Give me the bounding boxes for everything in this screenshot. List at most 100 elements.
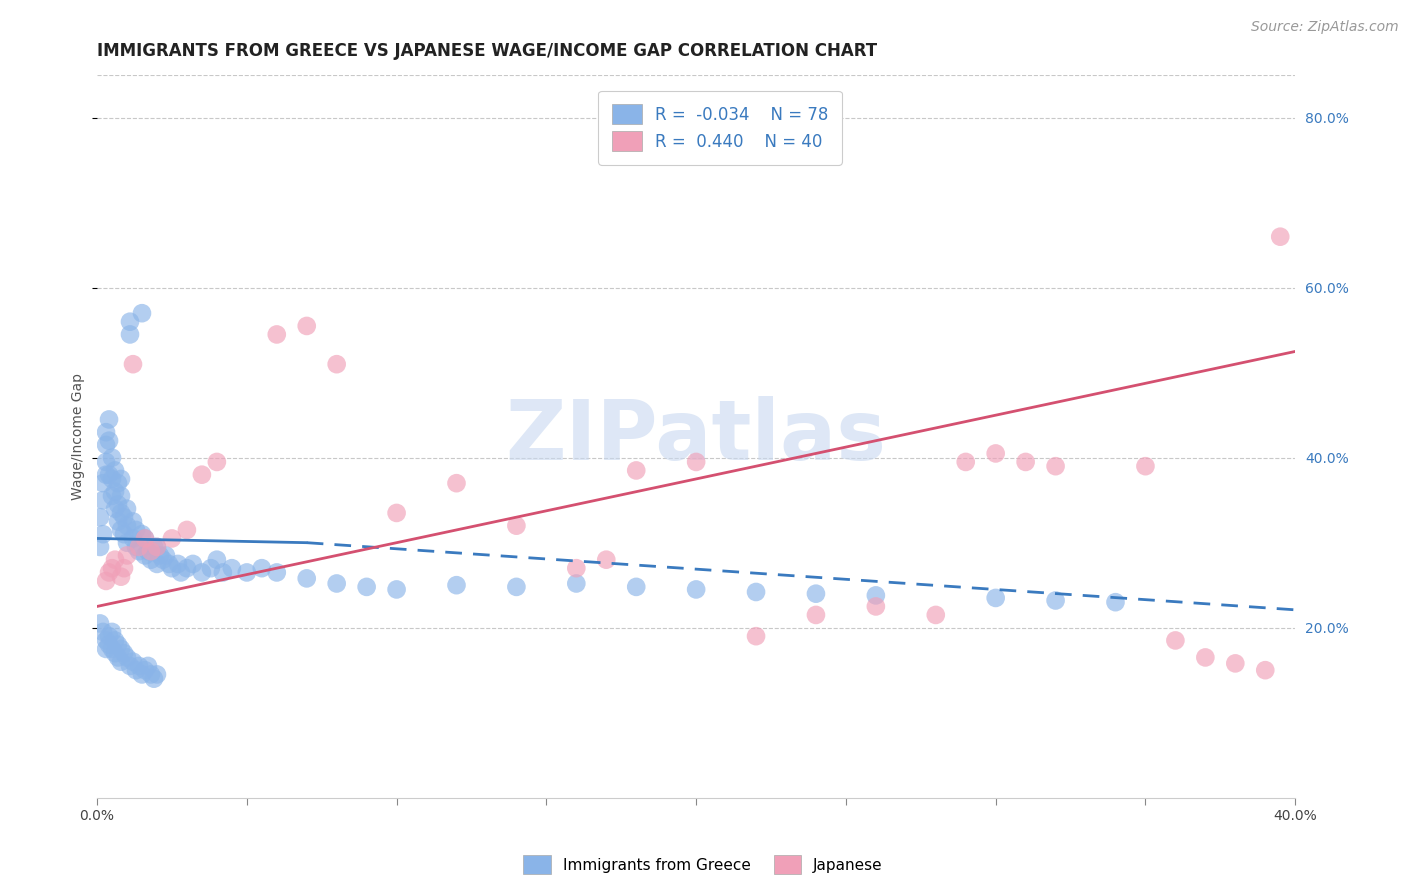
Point <box>295 571 318 585</box>
Point <box>94 574 117 588</box>
Point <box>745 585 768 599</box>
Point <box>94 467 117 482</box>
Point <box>167 557 190 571</box>
Point <box>134 532 156 546</box>
Point <box>112 561 135 575</box>
Point <box>984 446 1007 460</box>
Point <box>356 580 378 594</box>
Point <box>266 566 288 580</box>
Point <box>1045 459 1067 474</box>
Point <box>104 646 127 660</box>
Point <box>118 327 141 342</box>
Point <box>94 642 117 657</box>
Point <box>146 557 169 571</box>
Point <box>94 425 117 440</box>
Point <box>101 561 124 575</box>
Point <box>139 552 162 566</box>
Point <box>122 357 145 371</box>
Point <box>160 532 183 546</box>
Point <box>101 642 124 657</box>
Point <box>176 523 198 537</box>
Point <box>115 535 138 549</box>
Point <box>128 544 150 558</box>
Point <box>110 655 132 669</box>
Point <box>107 498 129 512</box>
Point <box>104 484 127 499</box>
Point <box>865 599 887 614</box>
Point <box>91 493 114 508</box>
Point <box>143 672 166 686</box>
Point <box>1135 459 1157 474</box>
Point <box>89 510 111 524</box>
Point <box>565 576 588 591</box>
Point <box>128 540 150 554</box>
Point <box>94 455 117 469</box>
Point <box>98 412 121 426</box>
Point <box>446 578 468 592</box>
Point <box>626 463 648 477</box>
Point <box>104 552 127 566</box>
Point <box>745 629 768 643</box>
Point <box>112 527 135 541</box>
Point <box>107 638 129 652</box>
Point <box>91 527 114 541</box>
Text: ZIPatlas: ZIPatlas <box>506 396 887 477</box>
Point <box>122 532 145 546</box>
Point <box>134 532 156 546</box>
Point <box>110 523 132 537</box>
Point <box>110 489 132 503</box>
Point <box>250 561 273 575</box>
Point <box>626 580 648 594</box>
Point <box>143 540 166 554</box>
Point <box>136 544 159 558</box>
Y-axis label: Wage/Income Gap: Wage/Income Gap <box>72 373 86 500</box>
Point <box>685 582 707 597</box>
Point <box>176 561 198 575</box>
Point <box>385 506 408 520</box>
Point <box>110 570 132 584</box>
Point <box>94 438 117 452</box>
Text: IMMIGRANTS FROM GREECE VS JAPANESE WAGE/INCOME GAP CORRELATION CHART: IMMIGRANTS FROM GREECE VS JAPANESE WAGE/… <box>97 42 877 60</box>
Point <box>110 642 132 657</box>
Point <box>131 306 153 320</box>
Point <box>107 650 129 665</box>
Point <box>101 450 124 465</box>
Point <box>98 638 121 652</box>
Point <box>295 318 318 333</box>
Point <box>136 659 159 673</box>
Point <box>149 549 172 563</box>
Point <box>125 540 148 554</box>
Point <box>98 434 121 448</box>
Point <box>101 472 124 486</box>
Point <box>89 540 111 554</box>
Point <box>1194 650 1216 665</box>
Point <box>91 624 114 639</box>
Point <box>98 566 121 580</box>
Point <box>1270 229 1292 244</box>
Point <box>104 633 127 648</box>
Point <box>115 518 138 533</box>
Point <box>505 518 527 533</box>
Point <box>115 650 138 665</box>
Point <box>385 582 408 597</box>
Point <box>595 552 617 566</box>
Point <box>685 455 707 469</box>
Point <box>101 489 124 503</box>
Point <box>191 467 214 482</box>
Point <box>94 633 117 648</box>
Point <box>152 552 174 566</box>
Point <box>139 544 162 558</box>
Point <box>325 357 347 371</box>
Point <box>134 663 156 677</box>
Point <box>118 659 141 673</box>
Legend: R =  -0.034    N = 78, R =  0.440    N = 40: R = -0.034 N = 78, R = 0.440 N = 40 <box>599 91 842 165</box>
Point <box>1254 663 1277 677</box>
Point <box>115 549 138 563</box>
Point <box>110 472 132 486</box>
Point <box>865 588 887 602</box>
Point <box>122 655 145 669</box>
Point <box>91 476 114 491</box>
Point <box>565 561 588 575</box>
Point <box>205 552 228 566</box>
Point <box>955 455 977 469</box>
